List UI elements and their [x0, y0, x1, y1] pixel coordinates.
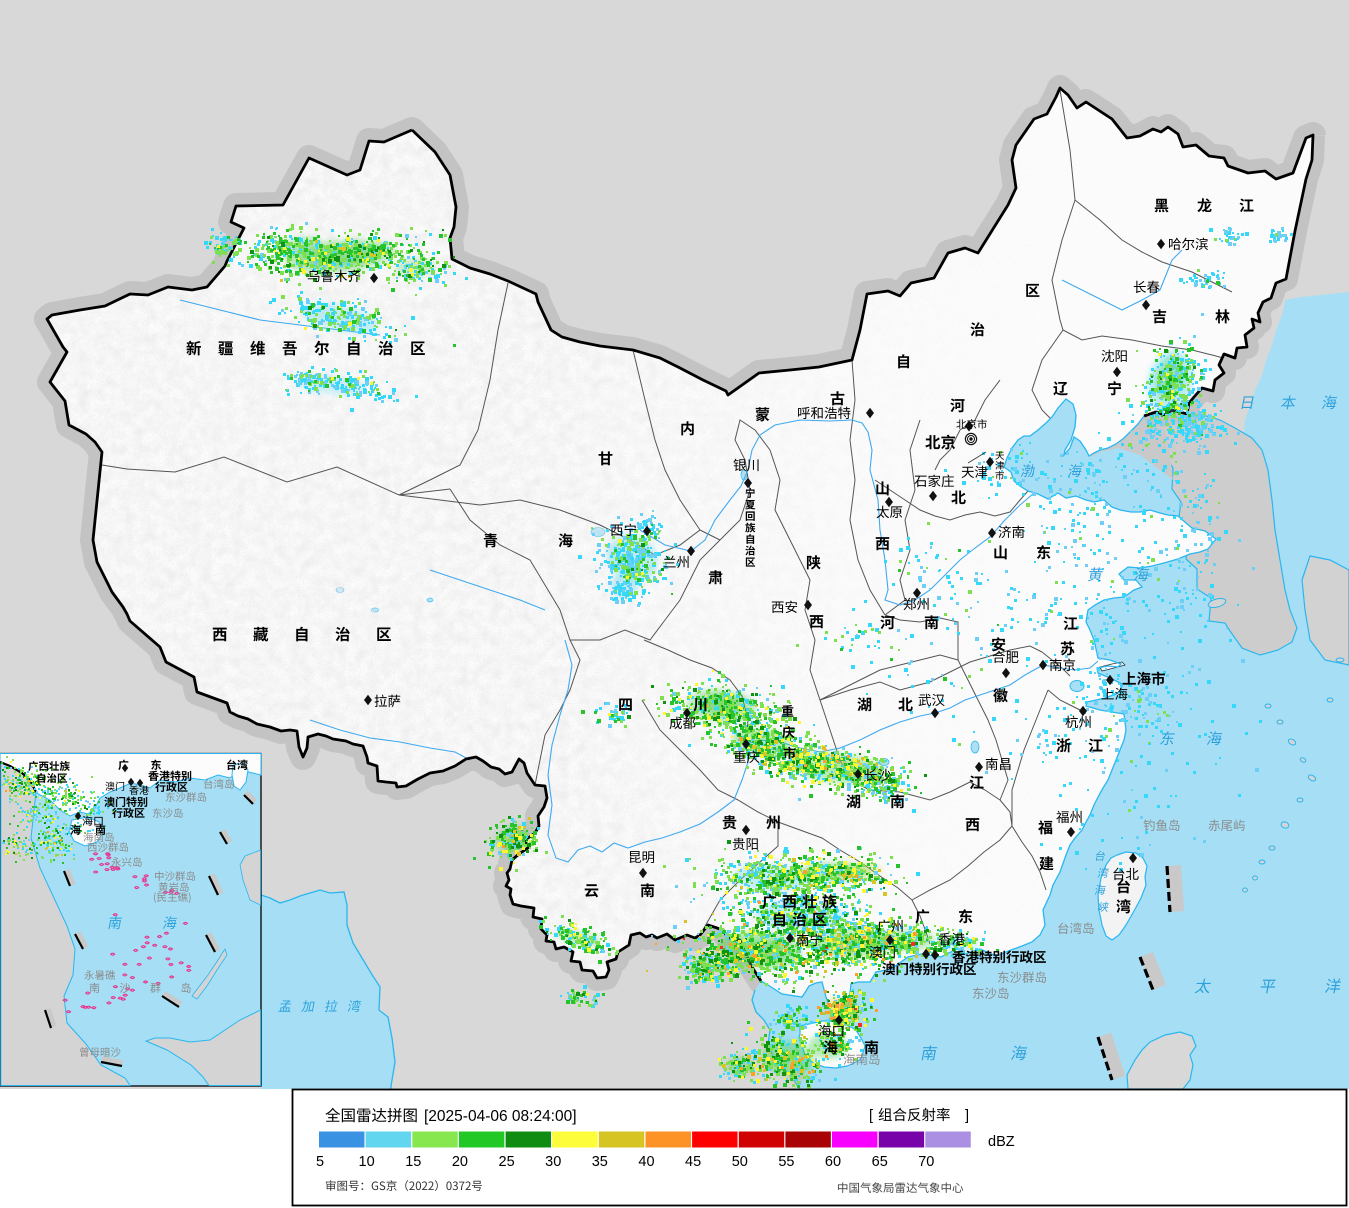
- svg-text:]: ]: [965, 1108, 969, 1124]
- svg-text:25: 25: [499, 1154, 515, 1170]
- svg-text:30: 30: [545, 1154, 561, 1170]
- svg-text:55: 55: [778, 1154, 794, 1170]
- svg-text:[2025-04-06 08:24:00]: [2025-04-06 08:24:00]: [424, 1108, 577, 1125]
- svg-text:40: 40: [638, 1154, 654, 1170]
- svg-text:60: 60: [825, 1154, 841, 1170]
- svg-text:10: 10: [359, 1154, 375, 1170]
- svg-text:20: 20: [452, 1154, 468, 1170]
- svg-text:15: 15: [405, 1154, 421, 1170]
- svg-text:5: 5: [316, 1154, 324, 1170]
- svg-text:[: [: [869, 1108, 873, 1124]
- svg-text:70: 70: [918, 1154, 934, 1170]
- svg-text:35: 35: [592, 1154, 608, 1170]
- svg-text:65: 65: [872, 1154, 888, 1170]
- svg-text:dBZ: dBZ: [988, 1134, 1015, 1150]
- svg-text:45: 45: [685, 1154, 701, 1170]
- svg-text:50: 50: [732, 1154, 748, 1170]
